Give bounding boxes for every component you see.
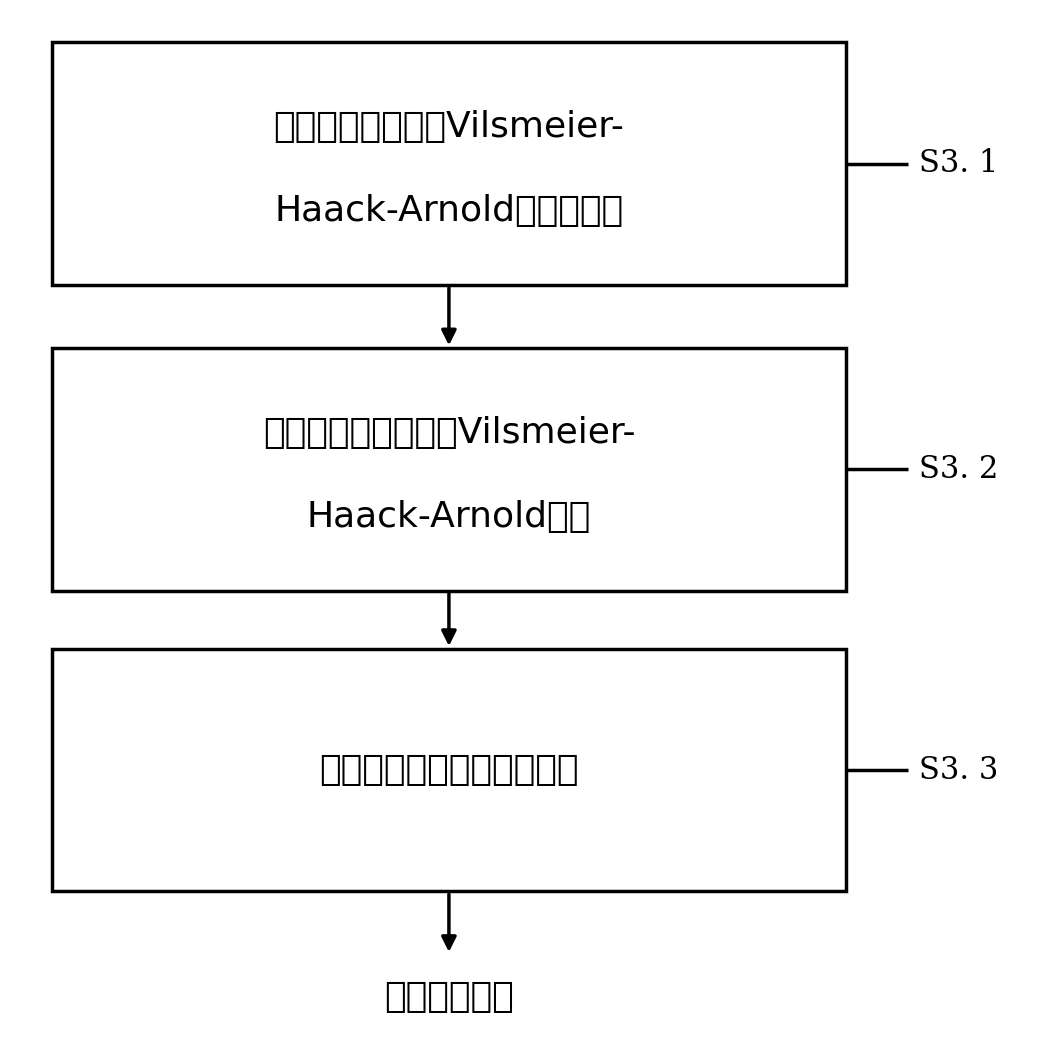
Bar [52, 42, 846, 285]
Bar [52, 348, 846, 591]
Text: S3. 1: S3. 1 [919, 148, 998, 179]
Text: Haack-Arnold试剂: Haack-Arnold试剂 [307, 500, 591, 534]
Text: 罺酸类化合物加入Vilsmeier-: 罺酸类化合物加入Vilsmeier- [274, 110, 624, 143]
Bar [52, 649, 846, 891]
Text: 齎盐类缩合剂: 齎盐类缩合剂 [384, 980, 514, 1014]
Text: S3. 3: S3. 3 [919, 754, 998, 786]
Text: Haack-Arnold试剂中反应: Haack-Arnold试剂中反应 [275, 194, 623, 228]
Text: 加入碎冰分解多余的Vilsmeier-: 加入碎冰分解多余的Vilsmeier- [263, 416, 635, 449]
Text: S3. 2: S3. 2 [919, 454, 998, 485]
Text: 加入溶有高氯酸钓的水溶液: 加入溶有高氯酸钓的水溶液 [319, 753, 578, 787]
